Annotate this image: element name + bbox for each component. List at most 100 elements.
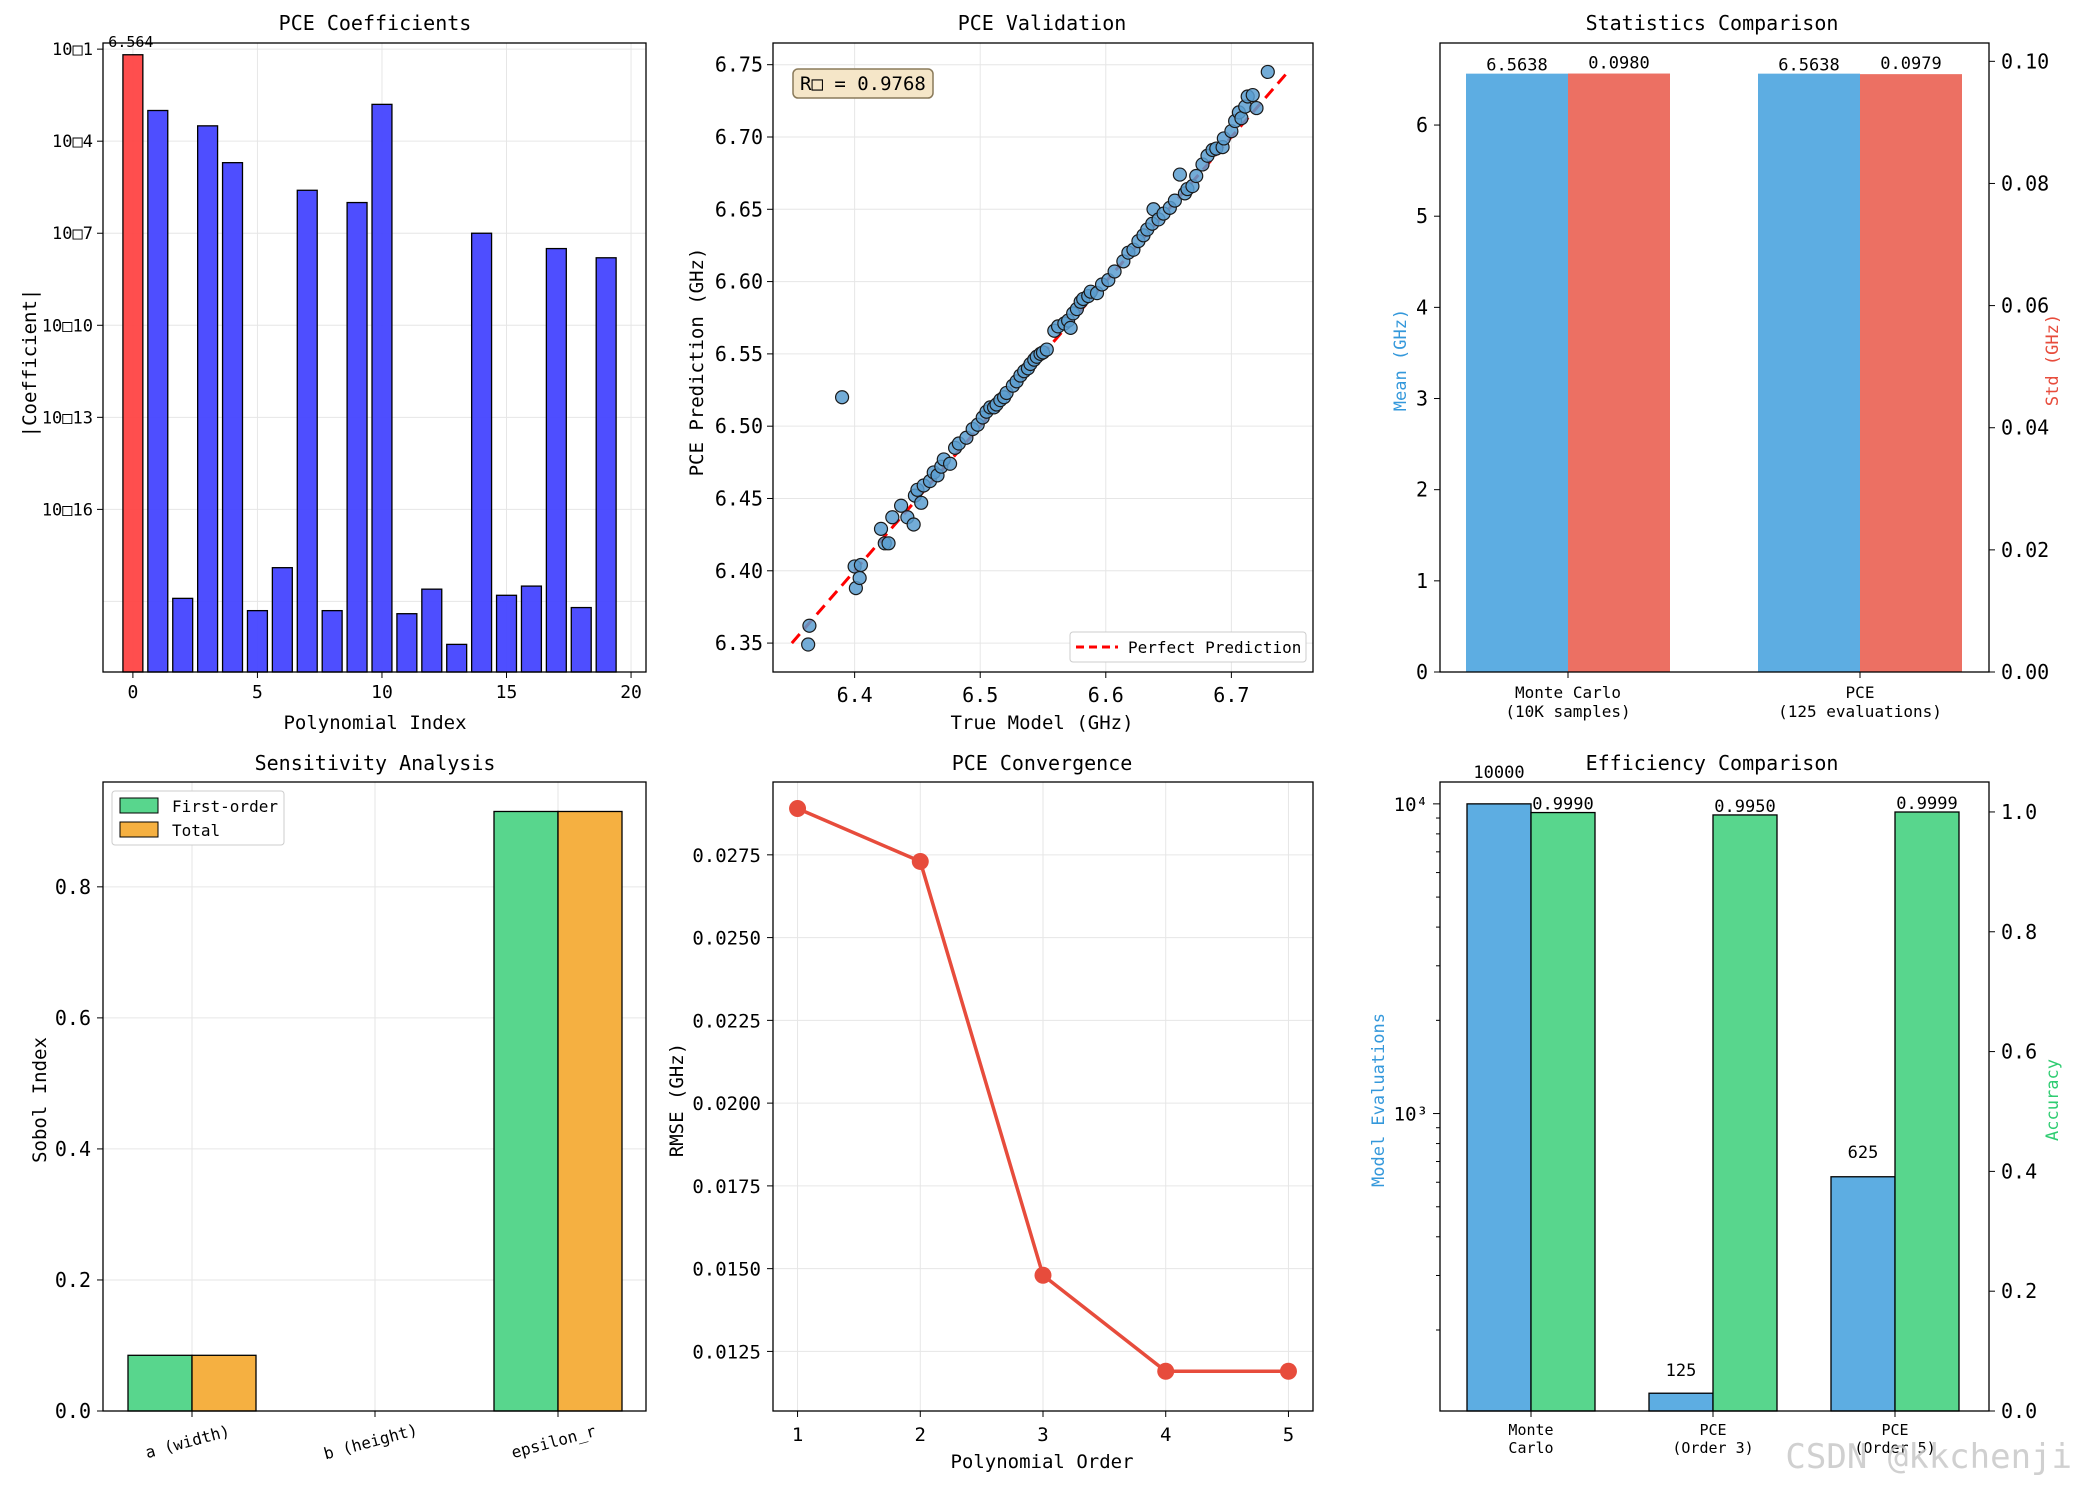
y-right-tick-label: 0.2 xyxy=(2001,1279,2037,1303)
scatter-point xyxy=(802,618,817,633)
x-tick-label: 5 xyxy=(1283,1424,1294,1446)
y-left-tick-label: 5 xyxy=(1416,204,1428,228)
bar-coefficient-6 xyxy=(271,567,293,673)
bar-value-label-evaluations: 625 xyxy=(1848,1143,1879,1163)
y-tick-label: 6.45 xyxy=(715,486,763,510)
y-tick-label: 0.4 xyxy=(55,1137,91,1161)
y-tick-label: 10□16 xyxy=(42,500,93,520)
y-tick-label: 6.60 xyxy=(715,270,763,294)
bar-model-evaluations xyxy=(1648,1392,1714,1412)
y-axis-label-right: Accuracy xyxy=(2043,1059,2063,1141)
chart-title: PCE Coefficients xyxy=(279,11,472,35)
chart-title: PCE Validation xyxy=(958,11,1127,35)
y-tick-label: 6.65 xyxy=(715,197,763,221)
x-tick-label: 6.6 xyxy=(1088,683,1124,707)
bar-total xyxy=(191,1354,257,1412)
plot-frame xyxy=(1439,781,1990,1412)
y-right-tick-label: 0.4 xyxy=(2001,1159,2037,1183)
y-axis-label: PCE Prediction (GHz) xyxy=(686,248,708,477)
scatter-point xyxy=(893,498,909,513)
y-left-tick-label: 0 xyxy=(1416,660,1428,684)
r-squared-box: R□ = 0.9768 xyxy=(792,68,934,99)
x-tick-label: PCE xyxy=(1881,1421,1908,1439)
bar-value-label-accuracy: 0.9950 xyxy=(1714,797,1775,817)
bar-coefficient-0 xyxy=(122,54,144,673)
y-axis-label-left: Model Evaluations xyxy=(1369,1013,1389,1187)
x-tick-label: (125 evaluations) xyxy=(1778,702,1942,721)
y-tick-label: 10□10 xyxy=(42,316,93,336)
legend-label-perfect-prediction: Perfect Prediction xyxy=(1128,638,1301,657)
legend: Perfect Prediction xyxy=(1069,631,1307,663)
y-tick-label: 10□4 xyxy=(52,132,93,152)
y-right-tick-label: 0.0 xyxy=(2001,1399,2037,1423)
y-tick-label: 10□7 xyxy=(52,224,93,244)
x-tick-label: 6.5 xyxy=(962,683,998,707)
scatter-point xyxy=(1172,167,1187,182)
bar-mean xyxy=(1758,73,1860,672)
bar-coefficient-17 xyxy=(545,247,567,673)
plot-frame xyxy=(102,42,647,673)
y-axis-label: Sobol Index xyxy=(29,1037,51,1163)
y-tick-label: 0.2 xyxy=(55,1268,91,1292)
y-axis-label-left: Mean (GHz) xyxy=(1391,309,1411,411)
y-right-tick-label: 0.8 xyxy=(2001,920,2037,944)
y-right-tick-label: 0.08 xyxy=(2001,171,2049,195)
x-tick-label: 10 xyxy=(371,682,393,703)
bar-value-label-accuracy: 0.9999 xyxy=(1896,794,1957,814)
y-right-tick-label: 0.10 xyxy=(2001,49,2049,73)
bar-coefficient-7 xyxy=(296,189,318,673)
bar-coefficient-9 xyxy=(346,201,368,673)
bar-coefficient-5 xyxy=(246,609,269,673)
y-tick-label: 6.35 xyxy=(715,631,763,655)
bar-accuracy xyxy=(1530,811,1596,1412)
bar-coefficient-1 xyxy=(147,109,169,673)
x-axis-label: True Model (GHz) xyxy=(950,712,1133,734)
x-tick-label: 1 xyxy=(792,1424,803,1446)
scatter-point xyxy=(873,521,889,536)
y-left-tick-label: 2 xyxy=(1416,478,1428,502)
y-tick-label: 6.50 xyxy=(715,414,763,438)
y-tick-label: 0.0175 xyxy=(692,1176,761,1198)
panel-statistics-comparison: 6.5638 0.0980 6.5638 0.0979 0 1 2 3 4 5 6 0.00 0.02 0… xyxy=(1391,11,2063,721)
y-tick-label: 6.75 xyxy=(715,53,763,77)
y-tick-label: 6.40 xyxy=(715,559,763,583)
x-tick-label: PCE xyxy=(1699,1421,1726,1439)
panel-sensitivity-analysis: 0.00.20.40.60.8a (width) b (height) epsilo… xyxy=(29,751,647,1463)
y-axis-label: |Coefficient| xyxy=(19,289,41,438)
x-tick-label: (Order 5) xyxy=(1854,1439,1935,1457)
plot-frame xyxy=(772,42,1314,673)
bar-coefficient-10 xyxy=(371,103,393,673)
x-axis-label: Polynomial Index xyxy=(283,712,466,734)
r-squared-box-background xyxy=(792,68,934,99)
legend-label-total: Total xyxy=(172,821,220,840)
y-right-tick-label: 0.02 xyxy=(2001,538,2049,562)
bar-value-label: 6.564 xyxy=(108,33,153,51)
panel-pce-validation: 6.4 6.5 6.6 6.7 6.35 6.40 6.45 6.50 6.55 6.60 6.65… xyxy=(686,11,1314,734)
y-tick-label: 0.6 xyxy=(55,1006,91,1030)
y-axis-label: RMSE (GHz) xyxy=(666,1043,688,1157)
legend-swatch-first-order xyxy=(119,797,159,814)
scatter-point xyxy=(1245,87,1260,103)
rmse-point xyxy=(789,799,807,817)
y-left-tick-label: 1 xyxy=(1416,569,1428,593)
bar-coefficient-16 xyxy=(520,585,543,673)
bar-coefficient-8 xyxy=(321,609,343,673)
x-tick-label: 5 xyxy=(252,682,263,703)
y-tick-label: 0.0275 xyxy=(692,845,761,867)
scatter-point xyxy=(914,495,929,510)
y-right-tick-label: 0.6 xyxy=(2001,1040,2037,1064)
panel-pce-coefficients: 6.564 0 5 10 15 20 10□1 10□4 10□7 10□10 10□13 10□16… xyxy=(19,11,647,734)
rmse-point xyxy=(1279,1362,1297,1380)
panel-pce-convergence: 1 2 3 4 5 0.0125 0.0150 0.0175 0.0200 0.0225 0.025… xyxy=(666,751,1314,1473)
bar-coefficient-14 xyxy=(470,232,493,673)
legend-box xyxy=(1069,631,1307,663)
y-right-tick-label: 0.00 xyxy=(2001,660,2049,684)
y-tick-label: 0.0200 xyxy=(692,1093,761,1115)
plot-frame xyxy=(1439,42,1990,673)
y-tick-label: 0.0125 xyxy=(692,1341,761,1363)
y-right-tick-label: 1.0 xyxy=(2001,800,2037,824)
x-tick-label: PCE xyxy=(1846,683,1875,702)
bar-value-label-std: 0.0980 xyxy=(1588,54,1649,74)
x-tick-label: 6.4 xyxy=(837,683,873,707)
bar-coefficient-3 xyxy=(197,125,219,673)
